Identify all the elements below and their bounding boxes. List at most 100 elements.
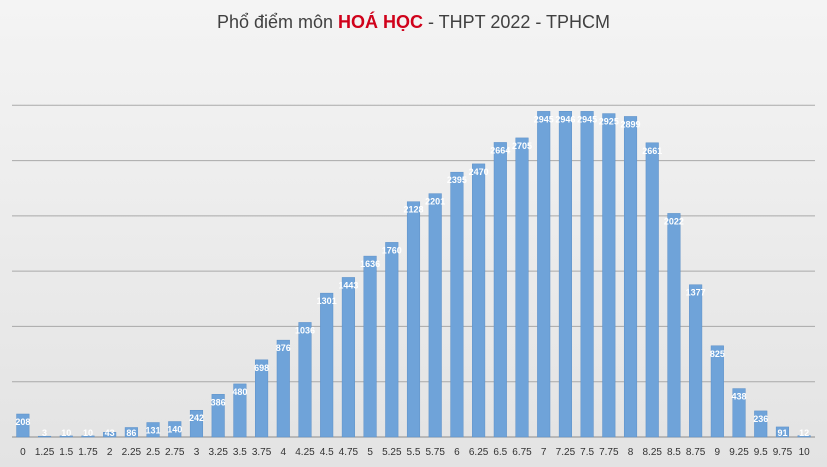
x-tick-1.75: 1.75 [78, 447, 98, 458]
data-label-4.75: 1443 [338, 280, 358, 290]
bar-3.25 [211, 394, 225, 438]
data-label-3.5: 480 [232, 387, 247, 397]
data-label-4.5: 1301 [317, 296, 337, 306]
bar-3 [189, 409, 204, 438]
x-tick-7: 7 [541, 447, 547, 458]
bar-8.75 [689, 284, 703, 438]
bar-8.5 [667, 213, 681, 438]
bar-7.75 [602, 113, 616, 438]
x-tick-3.5: 3.5 [233, 447, 247, 458]
bar-10 [797, 435, 811, 438]
bar-7 [537, 111, 551, 438]
x-tick-9.25: 9.25 [729, 447, 749, 458]
data-label-6.5: 2664 [490, 145, 510, 155]
data-label-7.75: 2925 [599, 117, 619, 127]
x-tick-9.5: 9.5 [754, 447, 768, 458]
bar-3.5 [233, 383, 247, 438]
data-label-5.75: 2201 [425, 197, 445, 207]
x-tick-8.75: 8.75 [686, 447, 706, 458]
data-label-8.5: 2022 [664, 216, 684, 226]
bar-9.25 [732, 388, 746, 438]
x-tick-5: 5 [367, 447, 373, 458]
x-tick-8: 8 [628, 447, 634, 458]
data-label-1.5: 10 [61, 428, 71, 438]
data-label-2.25: 86 [126, 428, 136, 438]
x-tick-4: 4 [281, 447, 287, 458]
bar-0 [16, 413, 30, 438]
title-suffix: - THPT 2022 - TPHCM [423, 12, 611, 32]
x-tick-7.25: 7.25 [556, 447, 576, 458]
data-label-5.5: 2128 [403, 205, 423, 215]
bar-9 [710, 345, 724, 438]
bar-8.25 [645, 142, 659, 438]
bar-6.75 [515, 137, 529, 438]
x-tick-6.5: 6.5 [493, 447, 507, 458]
data-label-3.25: 386 [211, 397, 226, 407]
x-tick-1.25: 1.25 [35, 447, 55, 458]
data-label-7.5: 2945 [577, 114, 597, 124]
bar-2 [103, 431, 117, 438]
bar-5.25 [385, 242, 399, 438]
x-tick-2.5: 2.5 [146, 447, 160, 458]
bar-2.25 [124, 427, 138, 438]
data-label-3.75: 698 [254, 363, 269, 373]
data-label-7.25: 2946 [555, 114, 575, 124]
x-tick-5.25: 5.25 [382, 447, 402, 458]
data-label-9.25: 438 [732, 392, 747, 402]
bar-2.75 [168, 421, 182, 438]
bar-6 [450, 171, 464, 438]
bar-5 [363, 255, 377, 438]
data-label-1.25: 3 [42, 428, 47, 438]
bar-4.25 [298, 322, 312, 438]
x-tick-6.25: 6.25 [469, 447, 489, 458]
x-tick-8.5: 8.5 [667, 447, 681, 458]
x-tick-5.75: 5.75 [425, 447, 445, 458]
bar-8 [623, 116, 638, 438]
bar-9.75 [775, 426, 789, 438]
bar-2.5 [146, 422, 160, 438]
data-label-10: 12 [799, 428, 809, 438]
x-tick-1.5: 1.5 [59, 447, 73, 458]
x-tick-3.25: 3.25 [208, 447, 228, 458]
chart-title: Phổ điểm môn HOÁ HỌC - THPT 2022 - TPHCM [0, 12, 827, 33]
bar-1.75 [81, 435, 95, 438]
data-label-2.5: 131 [146, 426, 161, 436]
x-tick-3.75: 3.75 [252, 447, 272, 458]
bar-7.25 [558, 111, 572, 438]
x-tick-10: 10 [799, 447, 811, 458]
bar-5.75 [428, 193, 442, 438]
x-tick-0: 0 [20, 447, 26, 458]
data-label-5: 1636 [360, 259, 380, 269]
data-label-4.25: 1036 [295, 325, 315, 335]
bar-4.75 [341, 277, 355, 438]
x-tick-4.5: 4.5 [320, 447, 334, 458]
data-label-5.25: 1760 [382, 245, 402, 255]
bar-7.5 [580, 111, 594, 438]
bar-6.5 [493, 142, 507, 438]
data-label-6.75: 2705 [512, 141, 532, 151]
data-label-7: 2945 [534, 114, 554, 124]
x-tick-7.5: 7.5 [580, 447, 594, 458]
data-label-6.25: 2470 [469, 167, 489, 177]
x-tick-6: 6 [454, 447, 460, 458]
bar-4.5 [320, 292, 334, 438]
data-label-8: 2899 [621, 119, 641, 129]
bar-6.25 [472, 163, 486, 438]
x-tick-4.75: 4.75 [339, 447, 359, 458]
data-label-2.75: 140 [167, 425, 182, 435]
data-label-8.75: 1377 [686, 288, 706, 298]
x-tick-2.75: 2.75 [165, 447, 185, 458]
bar-5.5 [406, 201, 421, 438]
data-label-8.25: 2661 [642, 146, 662, 156]
x-tick-9: 9 [715, 447, 721, 458]
x-tick-9.75: 9.75 [773, 447, 793, 458]
data-label-1.75: 10 [83, 428, 93, 438]
title-highlight: HOÁ HỌC [338, 12, 423, 32]
data-label-3: 242 [189, 413, 204, 423]
data-label-4: 876 [276, 343, 291, 353]
x-tick-2: 2 [107, 447, 113, 458]
data-label-2: 43 [105, 428, 115, 438]
bar-3.75 [255, 359, 269, 438]
